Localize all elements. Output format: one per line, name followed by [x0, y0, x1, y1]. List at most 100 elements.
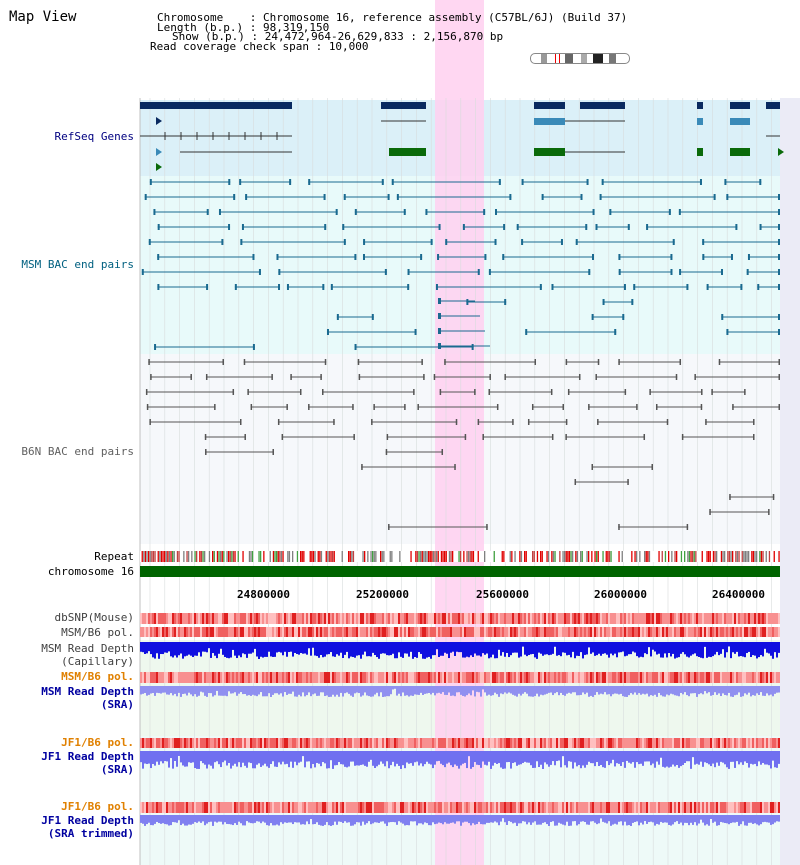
polymorphism-cell — [288, 738, 290, 748]
track-label-msm-bac[interactable]: MSM BAC end pairs — [21, 258, 134, 271]
polymorphism-cell — [526, 627, 528, 637]
read-depth-bar — [704, 686, 706, 692]
read-depth-bar — [252, 815, 254, 824]
track-label-msm-b6-pol[interactable]: MSM/B6 pol. — [61, 626, 134, 639]
polymorphism-cell — [284, 738, 286, 748]
repeat-element — [149, 551, 151, 562]
read-depth-bar — [152, 686, 154, 694]
polymorphism-cell — [146, 613, 148, 624]
bac-end-pair — [618, 359, 620, 365]
track-label-msm-depth-cap[interactable]: MSM Read Depth — [41, 642, 134, 655]
read-depth-bar — [718, 686, 720, 694]
read-depth-bar — [288, 642, 290, 653]
read-depth-bar — [674, 686, 676, 696]
read-depth-bar — [410, 751, 412, 764]
read-depth-bar — [318, 686, 320, 696]
read-depth-bar — [772, 642, 774, 659]
repeat-element — [282, 551, 284, 562]
polymorphism-cell — [246, 613, 248, 624]
track-label-msm-b6-pol-2[interactable]: MSM/B6 pol. — [61, 670, 134, 683]
track-label-repeat[interactable]: Repeat — [94, 550, 134, 563]
read-depth-bar — [694, 642, 696, 654]
polymorphism-cell — [396, 738, 398, 748]
read-depth-bar — [676, 686, 678, 696]
read-depth-bar — [190, 642, 192, 656]
read-depth-bar — [450, 642, 452, 653]
track-label-b6n-bac[interactable]: B6N BAC end pairs — [21, 445, 134, 458]
bac-end-pair — [330, 284, 333, 290]
polymorphism-cell — [232, 802, 234, 813]
track-label-jf1-depth-sra[interactable]: JF1 Read Depth — [41, 750, 134, 763]
polymorphism-cell — [770, 627, 772, 637]
read-depth-bar — [602, 815, 604, 822]
polymorphism-cell — [260, 613, 262, 624]
polymorphism-cell — [294, 613, 296, 624]
read-depth-bar — [720, 815, 722, 822]
repeat-element — [232, 551, 235, 562]
read-depth-bar — [260, 815, 262, 824]
polymorphism-cell — [658, 613, 660, 624]
read-depth-bar — [772, 686, 774, 697]
read-depth-bar — [270, 815, 272, 824]
polymorphism-cell — [368, 738, 370, 748]
read-depth-bar — [640, 686, 642, 695]
polymorphism-cell — [234, 738, 236, 748]
track-label-jf1-depth-trim[interactable]: JF1 Read Depth — [41, 814, 134, 827]
read-depth-bar — [720, 642, 722, 654]
bac-end-pair — [322, 284, 325, 290]
track-label-refseq[interactable]: RefSeq Genes — [54, 130, 134, 143]
polymorphism-cell — [772, 627, 774, 637]
polymorphism-cell — [418, 802, 420, 813]
read-depth-bar — [532, 815, 534, 823]
read-depth-bar — [156, 686, 158, 693]
read-depth-bar — [650, 686, 652, 696]
polymorphism-cell — [670, 613, 672, 624]
polymorphism-cell — [712, 802, 714, 813]
polymorphism-cell — [750, 802, 752, 813]
repeat-element — [756, 551, 758, 562]
read-depth-bar — [156, 751, 158, 762]
chromosome-ideogram[interactable] — [530, 53, 630, 64]
read-depth-bar — [358, 751, 360, 766]
track-label-dbsnp[interactable]: dbSNP(Mouse) — [54, 611, 134, 624]
read-depth-bar — [420, 642, 422, 654]
read-depth-bar — [522, 642, 524, 647]
track-label-jf1-b6-pol-2[interactable]: JF1/B6 pol. — [61, 800, 134, 813]
repeat-element — [327, 551, 329, 562]
polymorphism-cell — [190, 802, 192, 813]
polymorphism-cell — [632, 802, 634, 813]
polymorphism-cell — [510, 802, 512, 813]
polymorphism-cell — [664, 613, 666, 624]
read-depth-bar — [174, 686, 176, 694]
repeat-element — [735, 551, 737, 562]
read-depth-bar — [310, 642, 312, 656]
polymorphism-cell — [212, 613, 214, 624]
repeat-element — [399, 551, 401, 562]
bac-end-pair — [726, 329, 729, 335]
track-label-msm-depth-sra[interactable]: MSM Read Depth — [41, 685, 134, 698]
bac-end-pair — [575, 239, 578, 245]
polymorphism-cell — [202, 627, 204, 637]
polymorphism-cell — [386, 738, 388, 748]
read-depth-bar — [268, 642, 270, 652]
polymorphism-cell — [602, 802, 604, 813]
read-depth-bar — [692, 751, 694, 758]
polymorphism-cell — [390, 738, 392, 748]
polymorphism-cell — [712, 738, 714, 748]
read-depth-bar — [612, 815, 614, 825]
read-depth-bar — [662, 815, 664, 823]
polymorphism-cell — [268, 627, 270, 637]
read-depth-bar — [714, 642, 716, 655]
read-depth-bar — [384, 751, 386, 767]
track-label-jf1-b6-pol[interactable]: JF1/B6 pol. — [61, 736, 134, 749]
polymorphism-cell — [624, 627, 626, 637]
polymorphism-cell — [706, 672, 708, 683]
read-depth-bar — [444, 642, 446, 653]
repeat-element — [647, 551, 649, 562]
read-depth-bar — [294, 642, 296, 653]
polymorphism-cell — [156, 738, 158, 748]
polymorphism-cell — [776, 802, 778, 813]
polymorphism-cell — [320, 738, 322, 748]
repeat-element — [373, 551, 375, 562]
